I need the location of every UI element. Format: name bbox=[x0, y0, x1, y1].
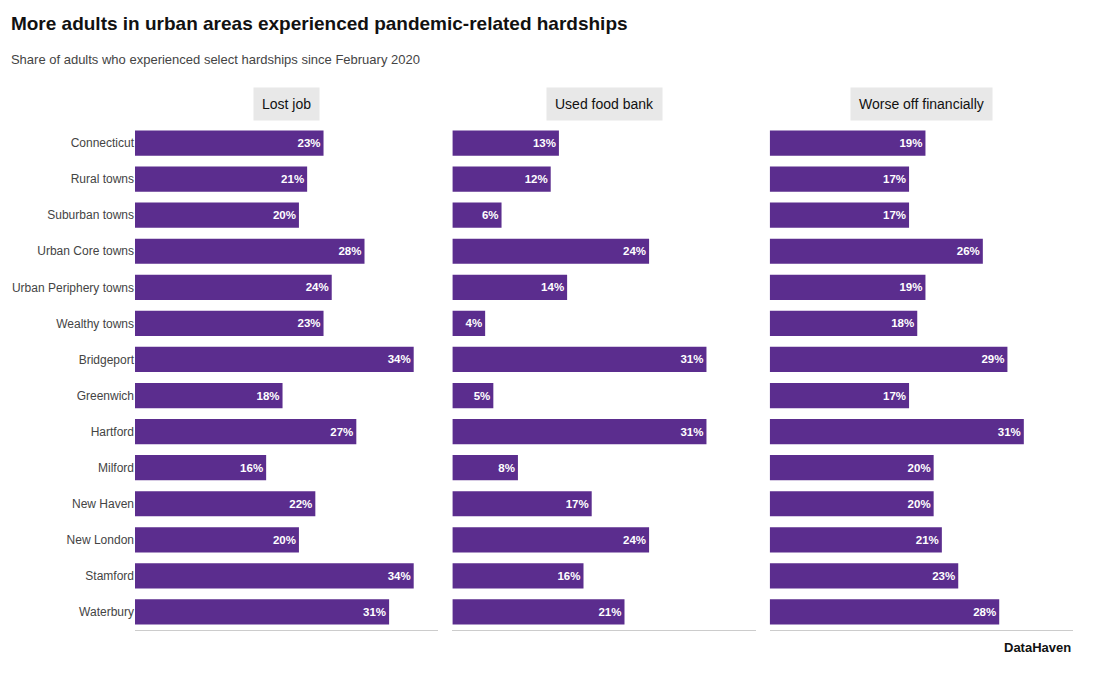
svg-text:24%: 24% bbox=[623, 245, 646, 257]
svg-text:DataHaven: DataHaven bbox=[1004, 640, 1071, 655]
svg-text:Worse off financially: Worse off financially bbox=[859, 96, 984, 112]
svg-text:4%: 4% bbox=[466, 317, 483, 329]
svg-text:28%: 28% bbox=[973, 606, 996, 618]
svg-text:22%: 22% bbox=[289, 498, 312, 510]
svg-text:6%: 6% bbox=[482, 209, 499, 221]
svg-text:16%: 16% bbox=[557, 570, 580, 582]
svg-text:34%: 34% bbox=[388, 570, 411, 582]
svg-text:23%: 23% bbox=[932, 570, 955, 582]
svg-text:29%: 29% bbox=[981, 353, 1004, 365]
svg-text:21%: 21% bbox=[916, 534, 939, 546]
svg-text:Hartford: Hartford bbox=[91, 425, 134, 439]
svg-text:Lost job: Lost job bbox=[262, 96, 311, 112]
svg-text:Suburban towns: Suburban towns bbox=[47, 208, 134, 222]
svg-text:New Haven: New Haven bbox=[72, 497, 134, 511]
svg-text:17%: 17% bbox=[566, 498, 589, 510]
svg-text:Share of adults who experience: Share of adults who experienced select h… bbox=[11, 52, 420, 67]
svg-text:19%: 19% bbox=[899, 281, 922, 293]
svg-text:34%: 34% bbox=[388, 353, 411, 365]
svg-text:18%: 18% bbox=[257, 390, 280, 402]
svg-text:17%: 17% bbox=[883, 209, 906, 221]
svg-text:23%: 23% bbox=[297, 317, 320, 329]
svg-text:5%: 5% bbox=[474, 390, 491, 402]
svg-text:Bridgeport: Bridgeport bbox=[79, 353, 135, 367]
svg-text:16%: 16% bbox=[240, 462, 263, 474]
svg-text:12%: 12% bbox=[525, 173, 548, 185]
svg-text:21%: 21% bbox=[281, 173, 304, 185]
svg-text:More adults in urban areas exp: More adults in urban areas experienced p… bbox=[11, 13, 628, 34]
svg-text:8%: 8% bbox=[498, 462, 515, 474]
svg-text:27%: 27% bbox=[330, 426, 353, 438]
svg-text:Used food bank: Used food bank bbox=[555, 96, 654, 112]
svg-text:Rural towns: Rural towns bbox=[71, 172, 134, 186]
svg-text:24%: 24% bbox=[623, 534, 646, 546]
svg-text:31%: 31% bbox=[998, 426, 1021, 438]
svg-text:Connecticut: Connecticut bbox=[71, 136, 135, 150]
svg-text:19%: 19% bbox=[899, 137, 922, 149]
svg-text:Stamford: Stamford bbox=[85, 569, 134, 583]
svg-text:31%: 31% bbox=[680, 353, 703, 365]
svg-text:28%: 28% bbox=[338, 245, 361, 257]
svg-text:21%: 21% bbox=[598, 606, 621, 618]
svg-text:17%: 17% bbox=[883, 390, 906, 402]
svg-text:Milford: Milford bbox=[98, 461, 134, 475]
svg-text:20%: 20% bbox=[908, 462, 931, 474]
svg-text:New London: New London bbox=[67, 533, 134, 547]
svg-text:20%: 20% bbox=[908, 498, 931, 510]
svg-text:13%: 13% bbox=[533, 137, 556, 149]
svg-text:Greenwich: Greenwich bbox=[77, 389, 134, 403]
svg-text:Waterbury: Waterbury bbox=[79, 605, 134, 619]
svg-text:14%: 14% bbox=[541, 281, 564, 293]
svg-text:23%: 23% bbox=[297, 137, 320, 149]
svg-text:20%: 20% bbox=[273, 534, 296, 546]
svg-text:18%: 18% bbox=[891, 317, 914, 329]
svg-text:31%: 31% bbox=[363, 606, 386, 618]
svg-text:17%: 17% bbox=[883, 173, 906, 185]
svg-text:Urban Periphery towns: Urban Periphery towns bbox=[12, 281, 134, 295]
svg-text:26%: 26% bbox=[957, 245, 980, 257]
svg-text:Urban Core towns: Urban Core towns bbox=[37, 244, 134, 258]
svg-text:31%: 31% bbox=[680, 426, 703, 438]
svg-text:Wealthy towns: Wealthy towns bbox=[56, 317, 134, 331]
svg-text:24%: 24% bbox=[306, 281, 329, 293]
svg-text:20%: 20% bbox=[273, 209, 296, 221]
